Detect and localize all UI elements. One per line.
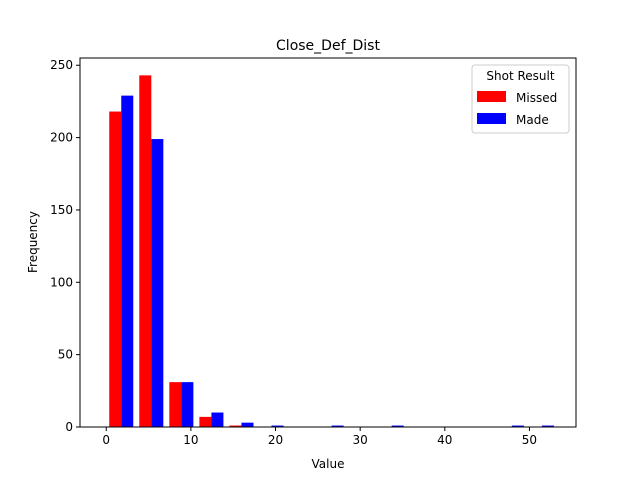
bar-missed-3 [199, 416, 212, 427]
x-tick-label-10: 10 [183, 433, 198, 447]
bar-made-14 [541, 425, 554, 427]
bar-made-1 [151, 139, 164, 428]
bar-made-5 [271, 425, 284, 427]
bar-made-0 [121, 95, 134, 428]
x-axis-ticks: 0 10 20 30 40 50 [102, 427, 537, 447]
bars-group [109, 75, 554, 428]
bar-made-9 [391, 425, 404, 427]
bar-made-4 [241, 422, 254, 427]
chart-title: Close_Def_Dist [276, 38, 380, 54]
x-tick-label-20: 20 [268, 433, 283, 447]
bar-missed-0 [109, 111, 122, 427]
x-tick-label-50: 50 [522, 433, 537, 447]
y-tick-label-0: 0 [65, 420, 73, 434]
bar-made-3 [211, 412, 224, 427]
y-axis-ticks: 0 50 100 150 200 250 [50, 58, 80, 434]
x-axis-label: Value [312, 457, 345, 471]
bar-missed-4 [229, 425, 242, 427]
y-axis-label: Frequency [26, 211, 40, 273]
legend-swatch-made [477, 113, 506, 124]
y-tick-label-100: 100 [50, 275, 73, 289]
bar-missed-2 [169, 382, 182, 427]
bar-made-13 [511, 425, 524, 427]
x-tick-label-0: 0 [102, 433, 110, 447]
x-tick-label-40: 40 [437, 433, 452, 447]
x-tick-label-30: 30 [353, 433, 368, 447]
y-tick-label-150: 150 [50, 203, 73, 217]
legend-label-missed: Missed [516, 91, 557, 105]
y-tick-label-200: 200 [50, 131, 73, 145]
legend-title: Shot Result [486, 69, 554, 83]
bar-missed-1 [139, 75, 152, 428]
legend-label-made: Made [516, 113, 549, 127]
y-tick-label-50: 50 [58, 348, 73, 362]
legend: Shot Result Missed Made [471, 64, 570, 134]
y-tick-label-250: 250 [50, 58, 73, 72]
plot-frame [79, 57, 577, 428]
bar-made-7 [331, 425, 344, 427]
legend-swatch-missed [477, 91, 506, 102]
bar-made-2 [181, 382, 194, 427]
